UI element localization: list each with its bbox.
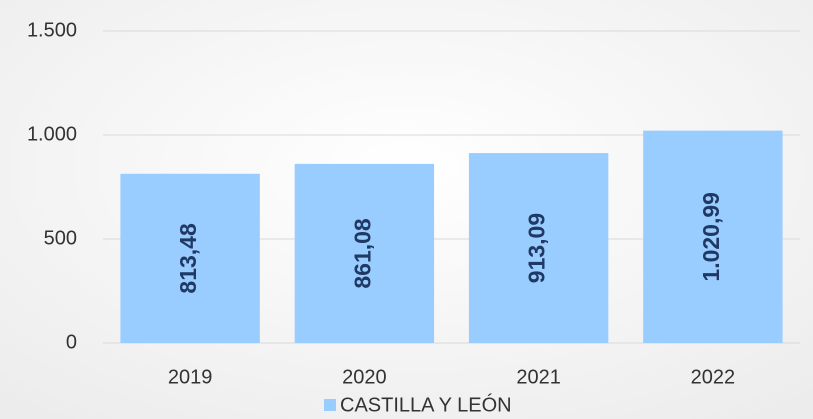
- value-label: 813,48: [175, 223, 201, 294]
- y-tick-label: 500: [44, 227, 77, 249]
- bar: [120, 173, 260, 343]
- bar: [643, 130, 783, 343]
- x-tick-label: 2021: [516, 366, 561, 388]
- x-tick-label: 2020: [342, 366, 387, 388]
- x-tick-label: 2022: [691, 366, 736, 388]
- legend-label: CASTILLA Y LEÓN: [340, 393, 512, 416]
- y-tick-label: 1.000: [27, 123, 77, 145]
- legend-swatch: [324, 399, 336, 411]
- value-label: 913,09: [524, 213, 550, 283]
- value-label: 861,08: [349, 218, 375, 289]
- x-tick-label: 2019: [168, 366, 213, 388]
- bar: [468, 153, 609, 343]
- bar: [294, 163, 435, 343]
- y-tick-label: 1.500: [27, 19, 77, 41]
- value-label: 1.020,99: [698, 192, 724, 282]
- y-tick-label: 0: [66, 331, 77, 353]
